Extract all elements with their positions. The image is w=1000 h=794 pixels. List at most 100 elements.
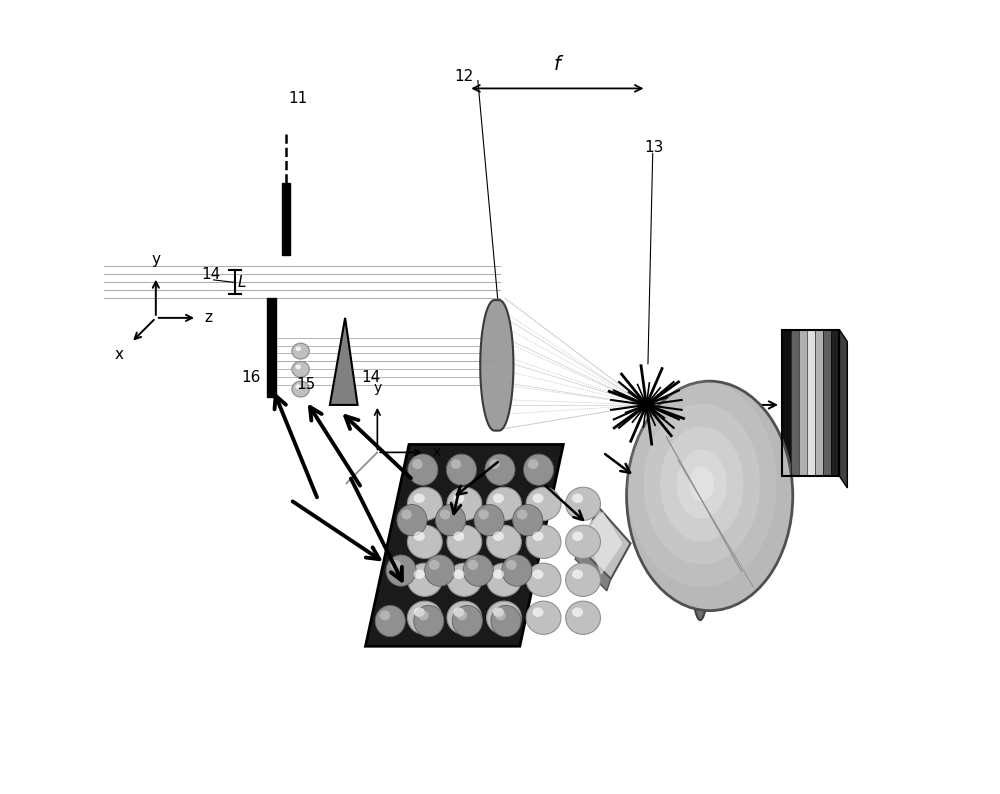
Bar: [799, 330, 807, 476]
Ellipse shape: [292, 343, 309, 359]
Ellipse shape: [401, 510, 412, 519]
Ellipse shape: [566, 525, 600, 558]
Ellipse shape: [440, 510, 450, 519]
Ellipse shape: [295, 384, 301, 389]
Ellipse shape: [436, 504, 466, 536]
Ellipse shape: [463, 555, 493, 586]
Polygon shape: [282, 183, 290, 255]
Ellipse shape: [493, 531, 504, 541]
Ellipse shape: [295, 346, 301, 351]
Text: z: z: [205, 310, 213, 326]
Polygon shape: [575, 547, 611, 591]
Ellipse shape: [414, 569, 425, 579]
Ellipse shape: [474, 504, 504, 536]
Ellipse shape: [414, 494, 425, 503]
Ellipse shape: [526, 488, 561, 520]
Ellipse shape: [407, 525, 442, 558]
Ellipse shape: [397, 504, 427, 536]
Ellipse shape: [407, 563, 442, 596]
Ellipse shape: [457, 611, 467, 620]
Ellipse shape: [572, 494, 583, 503]
Ellipse shape: [689, 467, 714, 501]
Ellipse shape: [407, 601, 442, 634]
Ellipse shape: [528, 459, 538, 469]
Text: 15: 15: [297, 377, 316, 392]
Bar: [791, 330, 799, 476]
Ellipse shape: [468, 560, 478, 570]
Ellipse shape: [390, 560, 401, 570]
Polygon shape: [480, 300, 513, 430]
Bar: [782, 330, 791, 476]
Text: f: f: [554, 55, 561, 74]
Ellipse shape: [493, 607, 504, 617]
Ellipse shape: [566, 488, 600, 520]
Ellipse shape: [447, 563, 482, 596]
Ellipse shape: [566, 601, 600, 634]
Ellipse shape: [408, 454, 438, 485]
Ellipse shape: [292, 381, 309, 397]
Ellipse shape: [412, 459, 423, 469]
Ellipse shape: [524, 454, 554, 485]
Ellipse shape: [495, 611, 506, 620]
Ellipse shape: [677, 449, 727, 518]
Ellipse shape: [506, 560, 517, 570]
Ellipse shape: [491, 605, 521, 637]
Ellipse shape: [532, 494, 544, 503]
Bar: [815, 330, 823, 476]
Ellipse shape: [451, 459, 461, 469]
Polygon shape: [267, 298, 276, 397]
Ellipse shape: [532, 607, 544, 617]
Polygon shape: [839, 330, 847, 488]
Ellipse shape: [532, 569, 544, 579]
Polygon shape: [365, 445, 563, 646]
Ellipse shape: [485, 454, 515, 485]
Ellipse shape: [386, 555, 416, 586]
Text: L: L: [237, 275, 246, 290]
Ellipse shape: [429, 560, 440, 570]
Ellipse shape: [453, 531, 464, 541]
Ellipse shape: [572, 531, 583, 541]
Ellipse shape: [493, 494, 504, 503]
Ellipse shape: [572, 569, 583, 579]
Ellipse shape: [453, 569, 464, 579]
Text: y: y: [151, 252, 160, 268]
Polygon shape: [583, 511, 623, 575]
Ellipse shape: [502, 555, 532, 586]
Bar: [807, 330, 815, 476]
Text: 12: 12: [455, 69, 474, 84]
Ellipse shape: [493, 569, 504, 579]
Ellipse shape: [566, 563, 600, 596]
Ellipse shape: [478, 510, 489, 519]
Text: 14: 14: [202, 267, 221, 282]
Ellipse shape: [644, 403, 760, 565]
Text: x: x: [433, 445, 441, 460]
Ellipse shape: [487, 601, 521, 634]
Ellipse shape: [380, 611, 390, 620]
Ellipse shape: [425, 555, 455, 586]
Polygon shape: [579, 508, 631, 579]
Ellipse shape: [447, 488, 482, 520]
Text: x: x: [115, 347, 124, 362]
Ellipse shape: [627, 381, 793, 611]
Text: 16: 16: [241, 370, 260, 385]
Ellipse shape: [526, 525, 561, 558]
Ellipse shape: [446, 454, 476, 485]
Text: y: y: [373, 381, 381, 395]
Ellipse shape: [487, 563, 521, 596]
Ellipse shape: [295, 364, 301, 369]
Ellipse shape: [414, 605, 444, 637]
Ellipse shape: [627, 381, 777, 588]
Bar: [831, 330, 839, 476]
Ellipse shape: [414, 607, 425, 617]
Ellipse shape: [447, 525, 482, 558]
Ellipse shape: [487, 525, 521, 558]
Text: 11: 11: [288, 91, 307, 106]
Ellipse shape: [526, 601, 561, 634]
Ellipse shape: [453, 494, 464, 503]
Text: 13: 13: [645, 141, 664, 156]
Ellipse shape: [532, 531, 544, 541]
Ellipse shape: [418, 611, 429, 620]
Ellipse shape: [526, 563, 561, 596]
Text: 14: 14: [362, 370, 381, 385]
Ellipse shape: [487, 488, 521, 520]
